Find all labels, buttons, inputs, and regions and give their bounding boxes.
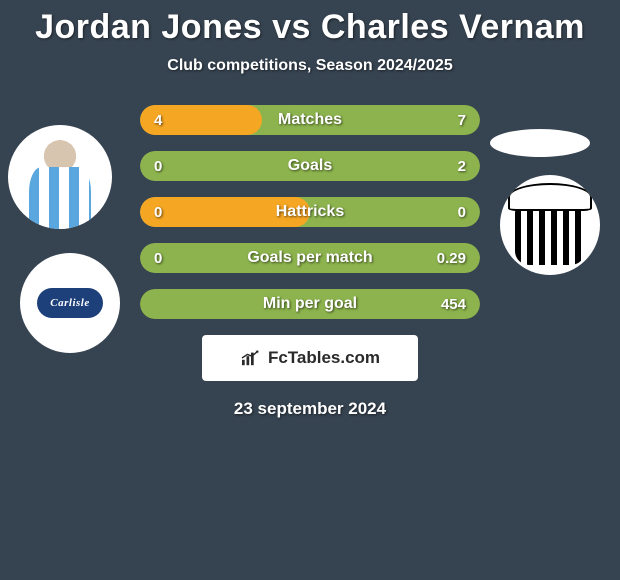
stat-row: 47Matches: [140, 105, 480, 135]
club-left-label: Carlisle: [37, 288, 103, 318]
stat-row: 00Hattricks: [140, 197, 480, 227]
bar-right-fill: [140, 289, 480, 319]
brand-text: FcTables.com: [268, 348, 380, 368]
player-right-avatar: [490, 129, 590, 157]
brand-badge: FcTables.com: [202, 335, 418, 381]
stat-row: 454Min per goal: [140, 289, 480, 319]
comparison-bars: 47Matches02Goals00Hattricks00.29Goals pe…: [140, 105, 480, 319]
stat-left-value: 4: [154, 105, 162, 135]
stat-left-value: 0: [154, 243, 162, 273]
subtitle: Club competitions, Season 2024/2025: [0, 57, 620, 75]
club-left-badge: Carlisle: [20, 253, 120, 353]
bar-right-fill: [140, 243, 480, 273]
stat-right-value: 2: [458, 151, 466, 181]
bar-right-fill: [140, 151, 480, 181]
player-left-avatar: [8, 125, 112, 229]
stat-right-value: 7: [458, 105, 466, 135]
comparison-panel: Carlisle 47Matches02Goals00Hattricks00.2…: [0, 105, 620, 419]
stat-left-value: 0: [154, 197, 162, 227]
bar-left-fill: [140, 197, 310, 227]
stat-right-value: 454: [441, 289, 466, 319]
club-right-badge: [500, 175, 600, 275]
stat-row: 02Goals: [140, 151, 480, 181]
date-label: 23 september 2024: [0, 399, 620, 419]
stat-row: 00.29Goals per match: [140, 243, 480, 273]
stat-right-value: 0.29: [437, 243, 466, 273]
page-title: Jordan Jones vs Charles Vernam: [0, 0, 620, 47]
stat-left-value: 0: [154, 151, 162, 181]
stat-right-value: 0: [458, 197, 466, 227]
brand-chart-icon: [240, 349, 262, 367]
